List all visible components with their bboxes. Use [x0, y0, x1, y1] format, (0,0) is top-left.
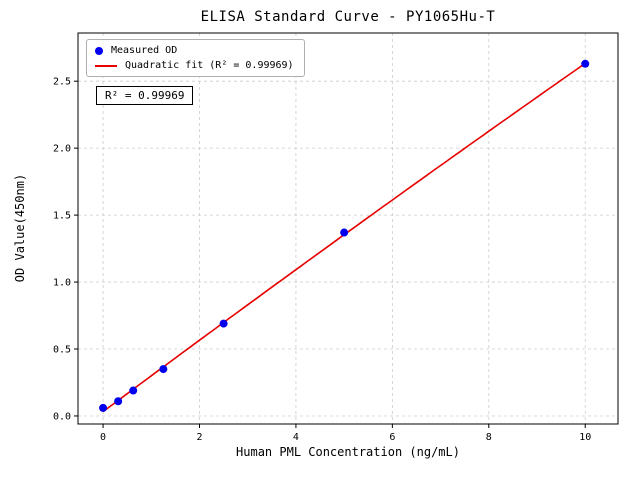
legend-item-measured-od: Measured OD	[95, 45, 294, 56]
measured-od-dot-icon	[95, 46, 103, 55]
data-point	[159, 365, 168, 374]
data-point	[129, 386, 138, 395]
y-tick-label: 1.0	[53, 278, 71, 289]
y-tick-label: 2.0	[53, 144, 71, 155]
legend-box: Measured OD Quadratic fit (R² = 0.99969)	[86, 39, 305, 77]
x-tick-label: 10	[579, 432, 591, 443]
y-axis-label: OD Value(450nm)	[13, 173, 27, 283]
data-point	[581, 59, 590, 68]
legend-item-quadratic-fit: Quadratic fit (R² = 0.99969)	[95, 60, 294, 71]
legend-label-measured-od: Measured OD	[111, 45, 178, 56]
x-tick-label: 8	[486, 432, 492, 443]
quadratic-fit-line-icon	[95, 64, 117, 67]
y-tick-label: 0.5	[53, 345, 71, 356]
x-tick-label: 6	[389, 432, 395, 443]
data-point	[114, 397, 123, 406]
x-tick-label: 0	[100, 432, 106, 443]
y-tick-label: 0.0	[53, 411, 71, 422]
x-tick-label: 4	[293, 432, 299, 443]
chart-title: ELISA Standard Curve - PY1065Hu-T	[200, 9, 496, 25]
y-tick-label: 1.5	[53, 211, 71, 222]
r-squared-annotation: R² = 0.99969	[96, 86, 194, 105]
legend-label-quadratic-fit: Quadratic fit (R² = 0.99969)	[125, 60, 294, 71]
x-tick-label: 2	[196, 432, 202, 443]
data-point	[219, 319, 228, 328]
quadratic-fit-line	[102, 62, 586, 413]
data-point	[340, 228, 349, 237]
data-point	[99, 403, 108, 412]
x-axis-label: Human PML Concentration (ng/mL)	[236, 445, 460, 459]
axes-frame	[77, 32, 619, 425]
y-tick-label: 2.5	[53, 77, 71, 88]
